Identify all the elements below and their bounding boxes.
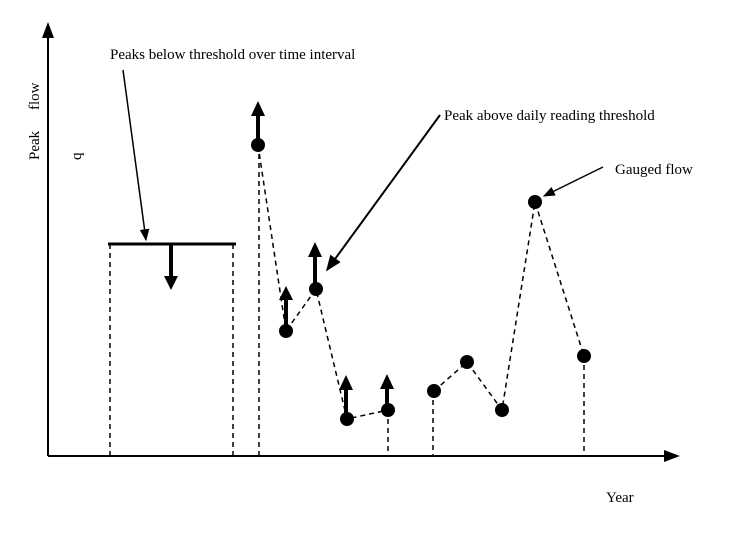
gauged-point <box>460 355 474 369</box>
y-axis-label-q: q <box>69 152 85 160</box>
peak-point <box>340 412 354 426</box>
above-threshold-arrowhead <box>279 286 293 300</box>
y-axis-label-flow: flow <box>27 82 43 110</box>
gauged-point <box>495 403 509 417</box>
gauged-point <box>427 384 441 398</box>
above-threshold-arrowhead <box>380 374 394 389</box>
peak-series-segment-2 <box>433 201 585 412</box>
peak-point <box>279 324 293 338</box>
gauged-point <box>577 349 591 363</box>
peak-above-pointer <box>326 114 441 272</box>
peaks-below-label: Peaks below threshold over time interval <box>110 47 355 63</box>
peak-point <box>309 282 323 296</box>
y-axis-label-peak: Peak <box>27 130 43 160</box>
peak-above-label: Peak above daily reading threshold <box>444 108 655 124</box>
gauged-flow-pointer <box>542 166 604 197</box>
peaks-below-pointer <box>122 69 150 242</box>
x-axis-arrowhead <box>664 450 680 462</box>
peak-point <box>251 138 265 152</box>
above-threshold-arrowhead <box>251 101 265 116</box>
above-threshold-arrowhead <box>308 242 322 257</box>
peak-point <box>381 403 395 417</box>
above-threshold-arrowhead <box>339 375 353 390</box>
y-axis-arrowhead <box>42 22 54 38</box>
peak-series-segment-1 <box>257 144 389 420</box>
x-axis-label: Year <box>606 490 634 506</box>
gauged-flow-label: Gauged flow <box>615 162 693 178</box>
gauged-point <box>528 195 542 209</box>
below-threshold-arrowhead <box>164 276 178 290</box>
